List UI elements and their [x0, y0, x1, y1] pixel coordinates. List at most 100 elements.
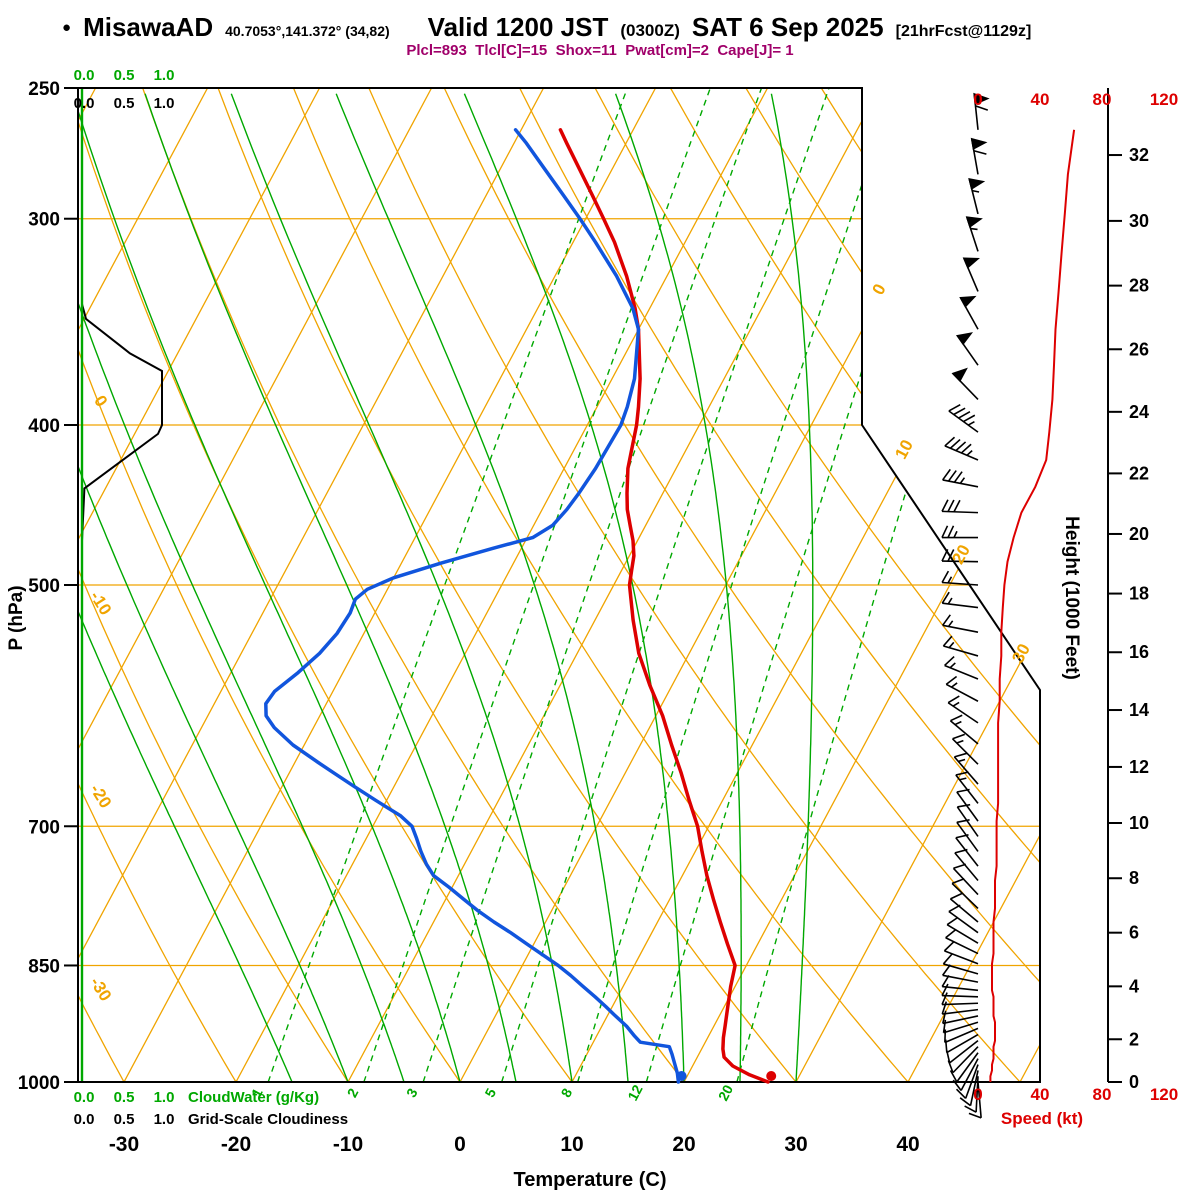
- height-tick-label: 22: [1129, 463, 1149, 483]
- isotherm-edge-label: 0: [869, 281, 890, 298]
- isotherm-line: [347, 88, 881, 1082]
- isotherm-line: [78, 88, 209, 1082]
- height-axis-title: Height (1000 Feet): [1061, 516, 1082, 680]
- pressure-axis: 250 300 400 500 700 850 1000 P (hPa): [6, 79, 78, 1094]
- height-tick-label: 10: [1129, 813, 1149, 833]
- wind-barb: [941, 549, 979, 563]
- wind-barb: [941, 975, 979, 992]
- dry-adiabat-line: [292, 88, 909, 1082]
- moist-adiabat-line: [78, 93, 349, 1082]
- dry-adiabat-line: [78, 88, 461, 1082]
- valid-time: Valid 1200 JST: [427, 12, 609, 42]
- wind-barb: [959, 1070, 979, 1107]
- wind-barb: [945, 928, 979, 955]
- mixing-ratio-label: 8: [557, 1085, 575, 1100]
- wind-barb: [973, 92, 990, 130]
- wind-barb: [955, 1064, 979, 1099]
- speed-tick-label-top: 120: [1150, 90, 1178, 109]
- isotherm-line: [795, 88, 1040, 1082]
- cloudwater-scale-top: 0.0: [74, 67, 95, 84]
- dewpoint-curve: [264, 128, 681, 1084]
- isotherm-line: [907, 88, 1040, 1082]
- wind-barb: [941, 992, 979, 1006]
- cloudwater-label: CloudWater (g/Kg): [188, 1089, 319, 1106]
- cloudiness-scale-top: 1.0: [154, 95, 175, 112]
- dry-adiabat-edge-label: -20: [86, 781, 115, 812]
- speed-tick-label-bottom: 0: [973, 1085, 982, 1104]
- moist-adiabat-line: [463, 93, 685, 1082]
- height-tick-label: 8: [1129, 868, 1139, 888]
- mixing-ratio-label: 2: [344, 1085, 362, 1100]
- wind-barb: [946, 916, 979, 944]
- wind-barb: [955, 771, 979, 804]
- height-tick-label: 32: [1129, 145, 1149, 165]
- wind-barb: [965, 216, 983, 252]
- dry-adiabat-line: [0, 88, 12, 1082]
- dry-adiabat-line: [669, 88, 1040, 1082]
- wind-barb: [951, 733, 979, 765]
- isotherm-edge-label: 20: [948, 542, 974, 568]
- speed-tick-label-top: 40: [1031, 90, 1050, 109]
- dry-adiabat-line: [78, 88, 237, 1082]
- pressure-tick-label: 700: [28, 817, 60, 838]
- surface-dewpoint-dot: [676, 1071, 687, 1081]
- wind-barb: [944, 436, 979, 461]
- cloudwater-scale-top: 1.0: [154, 67, 175, 84]
- speed-tick-label-bottom: 40: [1031, 1085, 1050, 1104]
- cloudiness-label: Grid-Scale Cloudiness: [188, 1111, 348, 1128]
- dry-adiabat-line: [78, 88, 349, 1082]
- mixing-ratio-label: 3: [403, 1085, 421, 1100]
- dry-adiabat-line: [443, 88, 1040, 1082]
- pressure-tick-label: 400: [28, 416, 60, 437]
- cloudiness-scale-bottom: 0.5: [114, 1111, 135, 1128]
- pressure-tick-label: 300: [28, 210, 60, 231]
- grid-lines: [0, 88, 1040, 1082]
- wind-barb: [962, 257, 980, 292]
- height-tick-label: 16: [1129, 642, 1149, 662]
- mixing-ratio-line: [501, 88, 830, 1082]
- wind-barb: [970, 137, 988, 175]
- cloudwater-scale-top: 0.5: [114, 67, 135, 84]
- speed-tick-label-bottom: 80: [1093, 1085, 1112, 1104]
- height-tick-label: 30: [1129, 211, 1149, 231]
- wind-barb: [956, 788, 979, 822]
- isotherm-line: [78, 88, 545, 1082]
- mixing-ratio-line: [363, 88, 711, 1082]
- pressure-tick-label: 500: [28, 576, 60, 597]
- wind-barb: [948, 403, 979, 433]
- station-coords: 40.7053°,141.372° (34,82): [225, 23, 390, 39]
- temperature-tick-label: -20: [221, 1133, 251, 1156]
- pressure-tick-label: 850: [28, 956, 60, 977]
- dry-adiabat-line: [217, 88, 797, 1082]
- pressure-tick-label: 250: [28, 79, 60, 100]
- temperature-axis-title: Temperature (C): [514, 1169, 667, 1191]
- height-tick-label: 2: [1129, 1029, 1139, 1049]
- height-tick-label: 4: [1129, 976, 1139, 996]
- surface-temperature-dot: [766, 1071, 777, 1081]
- height-tick-label: 24: [1129, 402, 1149, 422]
- temperature-tick-label: 0: [454, 1133, 466, 1156]
- wind-barb: [944, 656, 979, 680]
- speed-tick-label-bottom: 120: [1150, 1085, 1178, 1104]
- wind-barb: [964, 1076, 979, 1113]
- wind-barb: [954, 848, 979, 882]
- wind-barb: [942, 953, 979, 975]
- cloudwater-scale-bottom: 0.5: [114, 1089, 135, 1106]
- moist-adiabat-line: [230, 93, 573, 1082]
- wind-barb: [955, 332, 979, 366]
- mixing-ratio-line: [577, 88, 895, 1082]
- sounding-indices: Plcl=893 Tlcl[C]=15 Shox=11 Pwat[cm]=2 C…: [406, 42, 794, 59]
- isotherm-edge-label: 30: [1008, 641, 1034, 667]
- dry-adiabat-edge-label: -10: [86, 588, 115, 619]
- station-name: MisawaAD: [83, 12, 214, 42]
- wind-barb: [942, 614, 979, 633]
- pressure-axis-title: P (hPa): [6, 585, 27, 650]
- cloudiness-scale-bottom: 0.0: [74, 1111, 95, 1128]
- mixing-ratio-line: [422, 88, 763, 1082]
- isotherm-line: [78, 88, 321, 1082]
- temperature-tick-label: -30: [109, 1133, 139, 1156]
- pressure-tick-label: 1000: [18, 1073, 60, 1094]
